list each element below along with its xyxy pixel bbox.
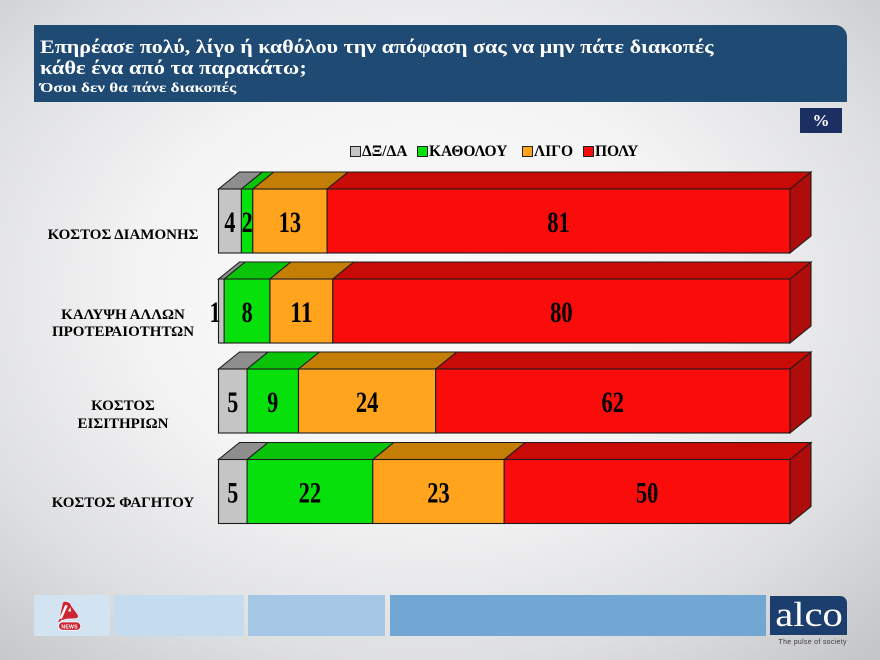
svg-text:1: 1 xyxy=(210,296,221,329)
svg-text:NEWS: NEWS xyxy=(61,624,78,630)
svg-text:11: 11 xyxy=(290,296,313,329)
svg-text:13: 13 xyxy=(279,206,302,239)
svg-text:2: 2 xyxy=(242,206,253,239)
svg-text:5: 5 xyxy=(227,476,238,509)
svg-text:22: 22 xyxy=(299,476,322,509)
svg-text:24: 24 xyxy=(356,386,379,419)
svg-text:23: 23 xyxy=(427,476,450,509)
svg-text:9: 9 xyxy=(267,386,278,419)
svg-text:62: 62 xyxy=(602,386,625,419)
svg-text:4: 4 xyxy=(224,206,235,239)
svg-text:50: 50 xyxy=(636,476,659,509)
svg-text:5: 5 xyxy=(227,386,238,419)
svg-text:81: 81 xyxy=(547,206,570,239)
svg-text:80: 80 xyxy=(550,296,573,329)
svg-text:8: 8 xyxy=(242,296,253,329)
